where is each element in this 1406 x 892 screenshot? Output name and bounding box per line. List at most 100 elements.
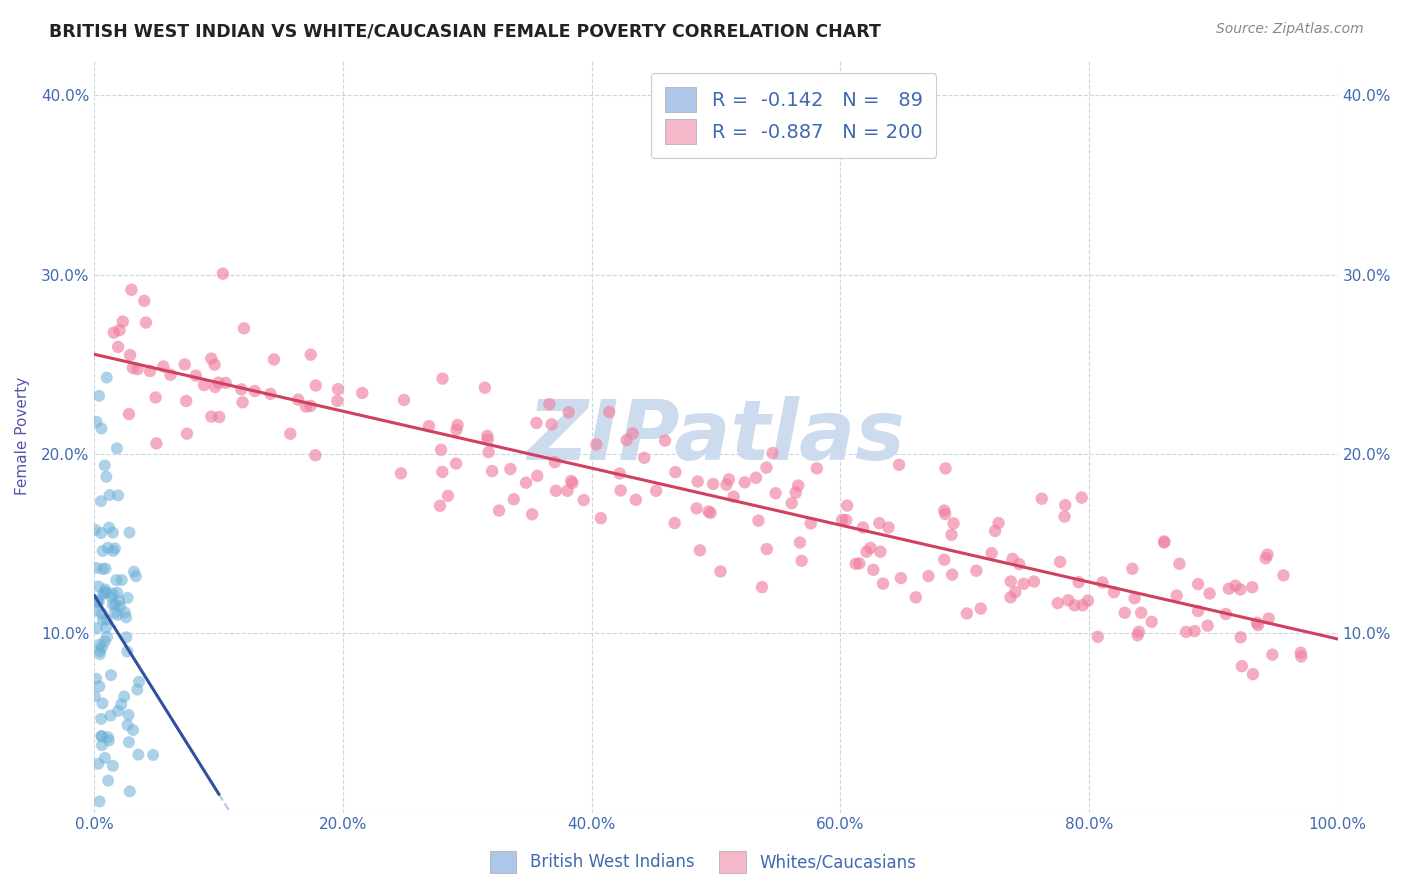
Point — [970, 601, 993, 615]
Point — [105, 442, 128, 456]
Point — [848, 557, 870, 571]
Point — [1004, 585, 1026, 599]
Point — [709, 565, 731, 579]
Point — [108, 323, 131, 337]
Point — [352, 385, 374, 400]
Point — [145, 391, 167, 405]
Point — [1071, 599, 1094, 613]
Point — [538, 397, 561, 411]
Point — [890, 571, 912, 585]
Point — [716, 477, 738, 491]
Text: Source: ZipAtlas.com: Source: ZipAtlas.com — [1216, 22, 1364, 37]
Point — [305, 378, 328, 392]
Point — [616, 433, 638, 447]
Point — [526, 468, 548, 483]
Point — [91, 562, 114, 576]
Point — [917, 569, 939, 583]
Point — [1067, 575, 1090, 590]
Point — [94, 634, 117, 648]
Point — [515, 475, 537, 490]
Point — [104, 541, 127, 556]
Point — [734, 475, 756, 490]
Point — [120, 348, 142, 362]
Point — [697, 504, 720, 518]
Point — [122, 723, 145, 737]
Point — [609, 467, 631, 481]
Point — [609, 483, 631, 498]
Point — [89, 679, 111, 693]
Point — [90, 607, 112, 621]
Point — [765, 486, 787, 500]
Point — [1153, 534, 1175, 549]
Point — [84, 523, 107, 537]
Point — [941, 527, 963, 541]
Point — [100, 590, 122, 604]
Point — [1123, 591, 1146, 606]
Point — [112, 690, 135, 704]
Point — [557, 483, 579, 498]
Point — [91, 640, 114, 654]
Point — [193, 378, 215, 392]
Point — [117, 718, 139, 732]
Point — [115, 630, 138, 644]
Point — [90, 729, 112, 743]
Point — [1053, 509, 1076, 524]
Point — [1261, 648, 1284, 662]
Point — [91, 544, 114, 558]
Point — [481, 464, 503, 478]
Point — [120, 283, 142, 297]
Point — [145, 436, 167, 450]
Point — [446, 423, 468, 437]
Point — [111, 573, 134, 587]
Point — [1291, 649, 1313, 664]
Point — [624, 492, 647, 507]
Point — [1031, 491, 1053, 506]
Point — [526, 416, 548, 430]
Point — [1091, 575, 1114, 590]
Point — [520, 508, 543, 522]
Point — [852, 520, 875, 534]
Point — [941, 567, 963, 582]
Point — [432, 465, 454, 479]
Point — [787, 478, 810, 492]
Point — [745, 471, 768, 485]
Point — [84, 672, 107, 686]
Point — [278, 426, 301, 441]
Point — [86, 593, 108, 607]
Point — [326, 382, 349, 396]
Point — [90, 421, 112, 435]
Point — [208, 409, 231, 424]
Point — [97, 773, 120, 788]
Point — [176, 426, 198, 441]
Point — [94, 585, 117, 599]
Point — [114, 606, 136, 620]
Point — [89, 644, 111, 658]
Point — [86, 596, 108, 610]
Point — [84, 604, 107, 618]
Point — [956, 607, 979, 621]
Point — [477, 433, 499, 447]
Point — [259, 387, 281, 401]
Point — [1229, 582, 1251, 597]
Point — [478, 445, 501, 459]
Point — [789, 535, 811, 549]
Point — [934, 553, 956, 567]
Point — [1087, 630, 1109, 644]
Point — [91, 613, 114, 627]
Point — [869, 545, 891, 559]
Point — [94, 586, 117, 600]
Point — [589, 511, 612, 525]
Point — [664, 465, 686, 479]
Point — [654, 434, 676, 448]
Point — [90, 526, 112, 541]
Point — [859, 541, 882, 555]
Point — [862, 563, 884, 577]
Point — [544, 455, 567, 469]
Point — [1256, 548, 1278, 562]
Point — [685, 501, 707, 516]
Point — [98, 488, 121, 502]
Point — [90, 712, 112, 726]
Point — [287, 392, 309, 407]
Point — [1254, 551, 1277, 566]
Point — [173, 358, 195, 372]
